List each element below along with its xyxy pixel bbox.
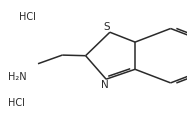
- Text: H₂N: H₂N: [8, 72, 27, 82]
- Text: HCl: HCl: [19, 12, 36, 22]
- Text: S: S: [103, 22, 110, 32]
- Text: HCl: HCl: [8, 98, 25, 108]
- Text: N: N: [101, 80, 109, 90]
